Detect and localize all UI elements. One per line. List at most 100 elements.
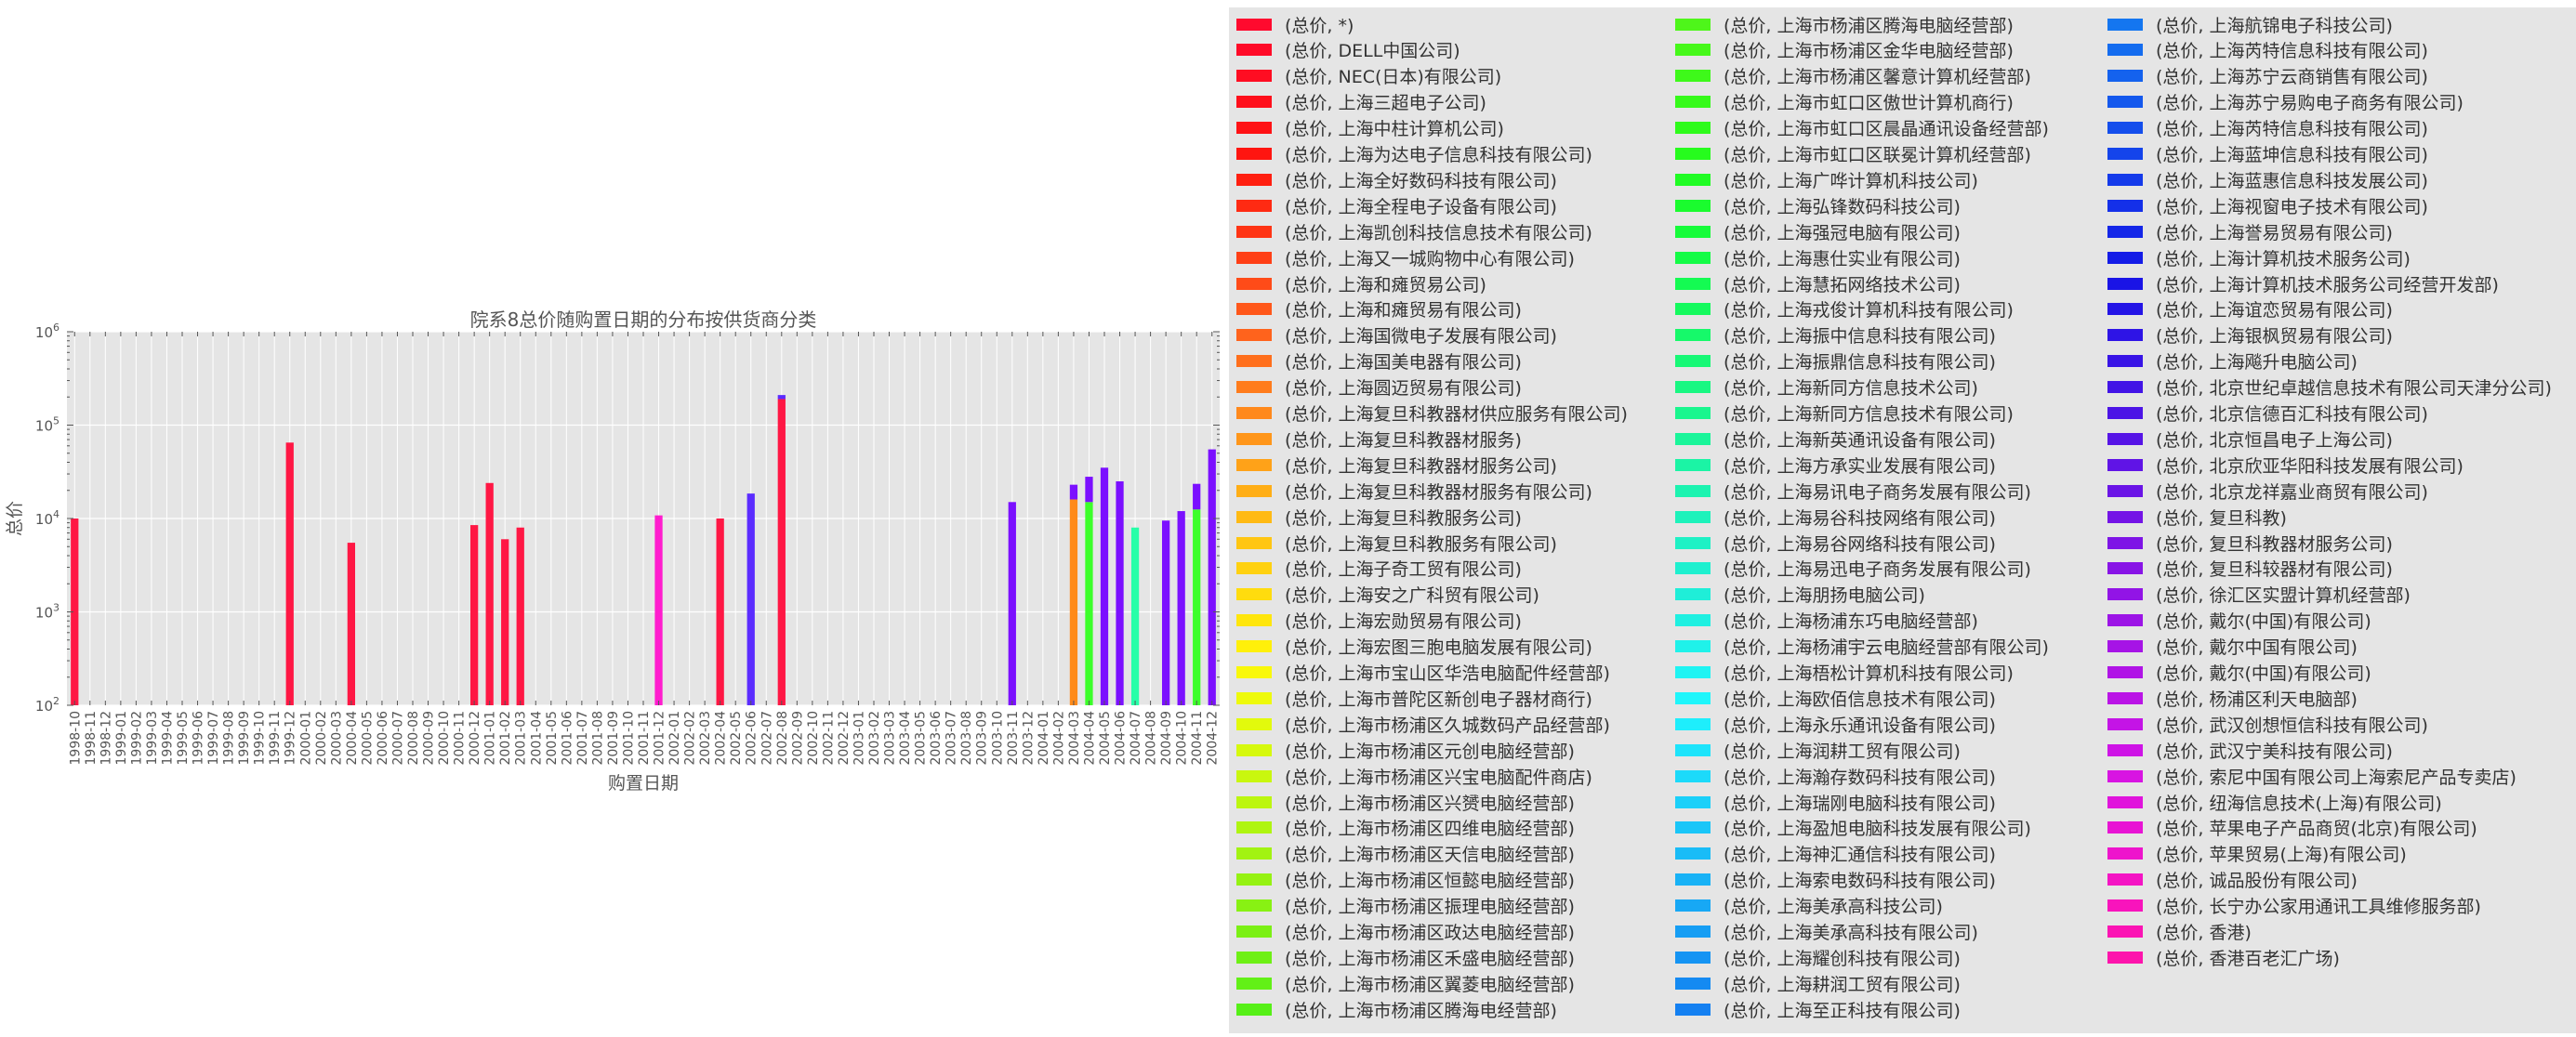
legend-swatch xyxy=(1236,588,1272,601)
legend-swatch xyxy=(2107,251,2143,264)
legend-swatch xyxy=(2107,381,2143,394)
legend-item: (总价, 上海新英通讯设备有限公司) xyxy=(1675,426,1996,452)
legend-item: (总价, 上海安之广科贸有限公司) xyxy=(1236,582,1539,608)
legend-swatch xyxy=(1236,1003,1272,1016)
legend-label: (总价, 上海飚升电脑公司) xyxy=(2156,352,2358,374)
legend-item: (总价, 上海瀚存数码科技有限公司) xyxy=(1675,763,1996,789)
legend-label: (总价, 上海美承高科技有限公司) xyxy=(1724,923,1978,943)
legend-swatch xyxy=(2107,666,2143,678)
legend-label: (总价, 长宁办公家用通讯工具维修服务部) xyxy=(2156,897,2481,918)
legend-swatch xyxy=(1675,795,1711,808)
legend-item: (总价, 上海市虹口区晨晶通讯设备经营部) xyxy=(1675,115,2049,141)
bar xyxy=(285,442,294,705)
legend-swatch xyxy=(1236,847,1272,860)
legend-item: (总价, 上海复旦科教服务公司) xyxy=(1236,504,1522,530)
legend-item: (总价, 徐汇区实盟计算机经营部) xyxy=(2107,582,2411,608)
legend-label: (总价, 上海市虹口区晨晶通讯设备经营部) xyxy=(1724,119,2049,140)
x-tick-label: 2003-05 xyxy=(914,711,929,766)
x-tick-label: 2002-08 xyxy=(775,711,790,766)
legend-label: (总价, 武汉宁美科技有限公司) xyxy=(2156,741,2393,762)
legend-label: (总价, 武汉创想恒信科技有限公司) xyxy=(2156,715,2428,736)
legend-label: (总价, 上海强冠电脑有限公司) xyxy=(1724,222,1961,243)
legend-swatch xyxy=(2107,717,2143,730)
legend-swatch xyxy=(2107,951,2143,964)
legend-item: (总价, 上海苏宁云商销售有限公司) xyxy=(2107,63,2428,89)
chart-title: 院系8总价随购置日期的分布按供货商分类 xyxy=(470,308,817,331)
legend-label: (总价, 上海市杨浦区天信电脑经营部) xyxy=(1285,845,1575,866)
legend-swatch xyxy=(1675,70,1711,83)
legend-item: (总价, 北京恒昌电子上海公司) xyxy=(2107,426,2393,452)
x-tick-label: 1999-03 xyxy=(145,711,160,766)
legend-label: (总价, 上海复旦科教器材服务) xyxy=(1285,429,1522,451)
legend-swatch xyxy=(2107,769,2143,782)
legend-item: (总价, 苹果贸易(上海)有限公司) xyxy=(2107,841,2407,867)
legend-item: (总价, 上海和瘫贸易公司) xyxy=(1236,270,1486,296)
x-tick-label: 1998-10 xyxy=(68,711,83,766)
legend-label: (总价, 上海复旦科教器材供应服务有限公司) xyxy=(1285,404,1628,425)
legend-swatch xyxy=(1236,407,1272,419)
legend-label: (总价, 上海新同方信息技术有限公司) xyxy=(1724,404,2014,425)
legend-label: (总价, 上海弘锋数码科技公司) xyxy=(1724,196,1961,217)
legend-label: (总价, 上海银枫贸易有限公司) xyxy=(2156,326,2393,348)
legend-item: (总价, 上海复旦科教器材服务公司) xyxy=(1236,452,1557,478)
legend-swatch xyxy=(1236,743,1272,756)
legend-swatch xyxy=(1236,458,1272,471)
x-tick-labels: 1998-10 1998-11 1998-12 1999-01 1999-02 1999-… xyxy=(68,711,1220,766)
legend-swatch xyxy=(1236,173,1272,186)
legend-item: (总价, 上海中柱计算机公司) xyxy=(1236,115,1504,141)
legend-swatch xyxy=(2107,44,2143,57)
legend-item: (总价, 上海三超电子公司) xyxy=(1236,89,1486,115)
bar xyxy=(1130,527,1140,705)
legend-item: (总价, 上海为达电子信息科技有限公司) xyxy=(1236,141,1592,167)
legend-label: (总价, 上海市杨浦区政达电脑经营部) xyxy=(1285,923,1575,943)
bar xyxy=(1116,481,1124,705)
legend-swatch xyxy=(1236,303,1272,316)
y-axis-label: 总价 xyxy=(5,501,25,536)
legend-label: (总价, DELL中国公司) xyxy=(1285,41,1460,62)
x-tick-label: 1998-12 xyxy=(99,711,113,766)
legend-item: (总价, 上海苏宁易购电子商务有限公司) xyxy=(2107,89,2464,115)
legend-label: (总价, 徐汇区实盟计算机经营部) xyxy=(2156,585,2411,607)
x-tick-label: 2000-07 xyxy=(390,711,405,766)
legend-label: (总价, 上海中柱计算机公司) xyxy=(1285,119,1504,140)
x-tick-label: 2003-04 xyxy=(898,711,913,766)
legend-swatch xyxy=(2107,148,2143,160)
legend-swatch xyxy=(1675,536,1711,549)
legend-swatch xyxy=(1236,614,1272,627)
legend-item: (总价, 上海弘锋数码科技公司) xyxy=(1675,192,1961,218)
bar xyxy=(1162,520,1170,705)
legend-swatch xyxy=(1675,847,1711,860)
grid xyxy=(67,331,1220,706)
legend-swatch xyxy=(1675,148,1711,160)
legend-item: (总价, 上海易讯电子商务发展有限公司) xyxy=(1675,478,2031,504)
legend-item: (总价, 长宁办公家用通讯工具维修服务部) xyxy=(2107,893,2481,919)
x-tick-label: 2004-01 xyxy=(1037,711,1051,766)
x-tick-label: 2002-05 xyxy=(729,711,744,766)
x-tick-label: 2002-06 xyxy=(745,711,760,766)
legend-item: (总价, 上海计算机技术服务公司) xyxy=(2107,244,2411,270)
legend-label: (总价, 上海三超电子公司) xyxy=(1285,93,1486,114)
x-tick-label: 2004-03 xyxy=(1067,711,1082,766)
legend-label: (总价, 香港) xyxy=(2156,923,2252,943)
legend-swatch xyxy=(1236,44,1272,57)
legend-label: (总价, 上海计算机技术服务公司经营开发部) xyxy=(2156,274,2499,295)
legend-label: (总价, 上海广哗计算机科技公司) xyxy=(1724,170,1978,191)
legend-label: (总价, 上海市杨浦区振理电脑经营部) xyxy=(1285,897,1575,918)
bar xyxy=(485,482,494,705)
x-tick-label: 2004-04 xyxy=(1082,711,1097,766)
x-tick-label: 2001-08 xyxy=(590,711,605,766)
legend-label: (总价, 上海国微电子发展有限公司) xyxy=(1285,326,1557,348)
legend-item: (总价, 复旦科教) xyxy=(2107,504,2287,530)
legend-swatch xyxy=(1675,173,1711,186)
legend-item: (总价, 索尼中国有限公司上海索尼产品专卖店) xyxy=(2107,763,2517,789)
legend-swatch xyxy=(1675,18,1711,31)
legend-swatch xyxy=(1236,873,1272,886)
legend-item: (总价, 上海索电数码科技有限公司) xyxy=(1675,867,1996,893)
x-tick-label: 2004-10 xyxy=(1175,711,1190,766)
legend-label: (总价, 上海欧佰信息技术有限公司) xyxy=(1724,689,1996,710)
legend-item: (总价, 上海耀创科技有限公司) xyxy=(1675,944,1961,970)
legend-item: (总价, 上海永乐通讯设备有限公司) xyxy=(1675,711,1996,737)
y-tick-label: 103 xyxy=(35,602,59,622)
legend-swatch xyxy=(1236,925,1272,938)
legend-item: (总价, 上海誉易贸易有限公司) xyxy=(2107,218,2393,244)
